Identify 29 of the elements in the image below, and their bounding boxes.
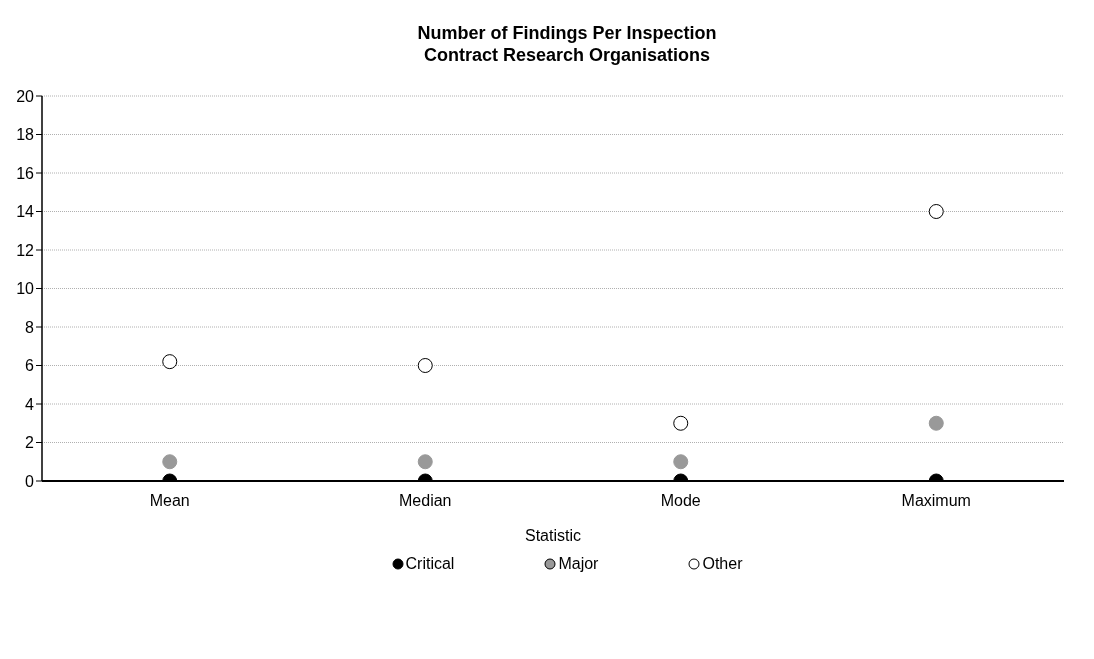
y-tick-label: 4 — [25, 395, 35, 413]
y-tick-label: 18 — [16, 126, 35, 144]
point — [673, 454, 689, 470]
point — [417, 454, 433, 470]
chart-title: Number of Findings Per Inspection — [416, 22, 718, 44]
y-tick-label: 2 — [25, 434, 35, 452]
y-tick-label: 0 — [25, 472, 35, 490]
legend-label: Other — [701, 555, 743, 573]
point — [417, 358, 433, 373]
point — [928, 204, 944, 219]
y-tick-label: 20 — [16, 87, 35, 105]
chart-subtitle: Contract Research Organisations — [422, 44, 712, 66]
x-axis-title: Statistic — [524, 527, 582, 544]
legend-label: Critical — [404, 555, 455, 573]
y-tick-label: 16 — [16, 164, 35, 182]
x-tick-label: Mean — [149, 492, 190, 510]
y-tick-label: 14 — [16, 203, 35, 221]
y-tick-label: 10 — [16, 280, 35, 298]
point — [928, 415, 944, 431]
point — [162, 354, 178, 370]
point — [162, 454, 178, 470]
point — [673, 415, 689, 431]
x-tick-label: Median — [399, 492, 452, 510]
legend-label: Major — [557, 555, 599, 573]
y-tick-label: 12 — [16, 241, 35, 259]
y-tick-label: 8 — [25, 318, 35, 336]
y-tick-label: 6 — [25, 357, 35, 375]
x-tick-label: Maximum — [901, 492, 971, 510]
x-tick-label: Mode — [660, 492, 701, 510]
